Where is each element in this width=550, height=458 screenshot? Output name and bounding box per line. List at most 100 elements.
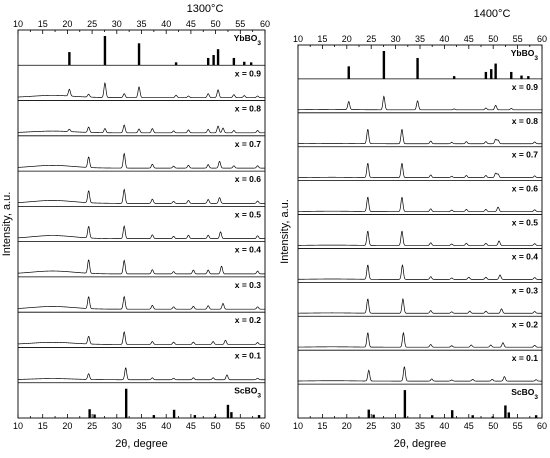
x-tick-label-bottom: 55	[513, 421, 523, 431]
row-label: x = 0.3	[235, 280, 262, 290]
xrd-pattern-trace	[17, 188, 265, 204]
reference-peak-stick	[372, 414, 375, 418]
xrd-pattern-trace	[298, 230, 542, 246]
reference-peak-stick	[206, 57, 210, 66]
reference-peak-stick	[152, 415, 156, 418]
x-tick-label-bottom: 15	[317, 421, 327, 431]
reference-peak-stick	[347, 66, 350, 79]
y-axis-label: Intensity, a.u.	[279, 199, 291, 264]
reference-peak-stick	[527, 76, 530, 79]
xrd-pattern-trace	[17, 124, 265, 134]
reference-peak-stick	[230, 412, 233, 418]
x-tick-label-top: 15	[317, 34, 327, 44]
y-axis-label: Intensity, a.u.	[1, 192, 13, 257]
reference-peak-stick	[193, 415, 197, 418]
reference-peak-stick	[249, 62, 253, 66]
xrd-pattern-trace	[17, 330, 265, 345]
x-tick-label-bottom: 10	[13, 421, 23, 431]
x-tick-label-bottom: 25	[366, 421, 376, 431]
xrd-pattern-trace	[298, 366, 542, 382]
row-label: x = 0.6	[512, 184, 539, 194]
reference-peak-stick	[243, 61, 246, 66]
xrd-pattern-trace	[297, 128, 542, 145]
x-tick-label-top: 10	[13, 19, 23, 29]
xrd-pattern-trace	[17, 82, 265, 98]
reference-peak-stick	[510, 71, 513, 79]
x-tick-label-top: 50	[211, 19, 221, 29]
row-label: ScBO3	[234, 386, 261, 400]
reference-peak-stick	[494, 63, 497, 79]
reference-peak-stick	[103, 36, 107, 66]
row-label: x = 0.2	[235, 315, 262, 325]
xrd-pattern-trace	[297, 95, 542, 111]
xrd-pattern-trace	[298, 264, 542, 280]
reference-peak-stick	[416, 57, 419, 79]
panel-title: 1300°C	[187, 3, 224, 15]
reference-peak-stick	[124, 388, 128, 418]
x-axis-label: 2θ, degree	[394, 438, 447, 450]
x-tick-label-top: 45	[186, 19, 196, 29]
row-label: x = 0.8	[235, 104, 262, 114]
xrd-pattern-trace	[17, 367, 265, 381]
reference-peak-stick	[213, 416, 217, 418]
reference-peak-stick	[257, 415, 261, 418]
x-tick-label-bottom: 30	[112, 421, 122, 431]
reference-peak-stick	[382, 51, 386, 79]
x-tick-label-top: 30	[112, 19, 122, 29]
reference-peak-stick	[507, 412, 511, 418]
plot-frame	[297, 44, 543, 419]
reference-peak-stick	[68, 52, 71, 66]
row-label: x = 0.6	[235, 174, 262, 184]
reference-peak-stick	[452, 76, 456, 79]
row-label: x = 0.5	[512, 218, 539, 228]
xrd-pattern-trace	[298, 162, 542, 178]
x-tick-label-top: 35	[136, 19, 146, 29]
row-label: x = 0.7	[512, 150, 539, 160]
row-label: x = 0.9	[235, 68, 262, 78]
reference-peak-stick	[504, 405, 507, 418]
reference-peak-stick	[403, 390, 407, 418]
row-label: x = 0.9	[512, 82, 539, 92]
x-tick-label-bottom: 60	[537, 421, 547, 431]
x-tick-label-bottom: 40	[439, 421, 449, 431]
x-tick-label-top: 30	[391, 34, 401, 44]
xrd-pattern-trace	[298, 297, 542, 314]
x-tick-label-bottom: 35	[136, 421, 146, 431]
plot-frame	[17, 29, 266, 419]
x-axis-label: 2θ, degree	[115, 438, 168, 450]
reference-peak-stick	[471, 415, 474, 418]
x-tick-label-top: 60	[260, 19, 270, 29]
x-tick-label-bottom: 45	[186, 421, 196, 431]
row-label: ScBO3	[511, 387, 538, 401]
x-tick-label-bottom: 30	[391, 421, 401, 431]
row-label: x = 0.7	[235, 139, 262, 149]
x-tick-label-top: 40	[161, 19, 171, 29]
row-label: x = 0.8	[512, 116, 539, 126]
x-tick-label-bottom: 20	[62, 421, 72, 431]
row-label: x = 0.1	[512, 353, 539, 363]
x-tick-label-top: 10	[293, 34, 303, 44]
x-tick-label-bottom: 50	[488, 421, 498, 431]
row-label: x = 0.4	[235, 245, 262, 255]
x-tick-label-top: 45	[464, 34, 474, 44]
x-tick-label-bottom: 40	[161, 421, 171, 431]
reference-peak-stick	[534, 415, 538, 418]
row-label: x = 0.1	[235, 350, 262, 360]
xrd-pattern-trace	[17, 225, 265, 239]
xrd-pattern-trace	[17, 259, 265, 275]
x-tick-label-top: 15	[38, 19, 48, 29]
reference-peak-stick	[137, 43, 141, 66]
x-tick-label-top: 50	[488, 34, 498, 44]
panel-1400c: 1400°C 10 10 15 15 20 20 25 25 30 30 35 35 40 40 45 45 50…	[279, 8, 547, 450]
x-tick-label-bottom: 60	[260, 421, 270, 431]
reference-peak-stick	[174, 62, 178, 66]
reference-peak-stick	[88, 409, 91, 418]
x-tick-label-bottom: 45	[464, 421, 474, 431]
panel-1300c: 1300°C 10 10 15 15 20 20 25 25 30 30 35 35 40 40 45 45 50…	[1, 3, 270, 450]
reference-peak-stick	[226, 404, 230, 418]
x-tick-label-top: 40	[439, 34, 449, 44]
xrd-pattern-trace	[17, 295, 265, 310]
x-tick-label-top: 25	[366, 34, 376, 44]
row-label: x = 0.3	[512, 285, 539, 295]
x-tick-label-bottom: 15	[38, 421, 48, 431]
